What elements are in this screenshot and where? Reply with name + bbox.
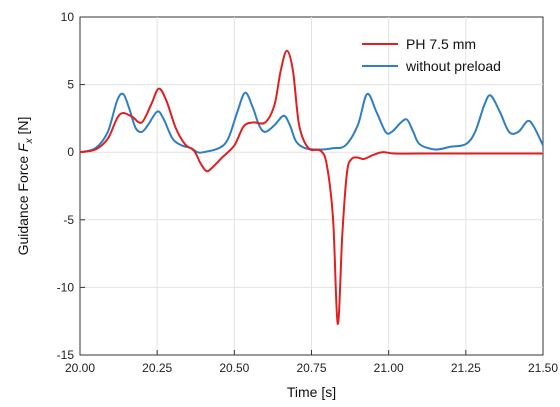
x-tick-label: 20.75 <box>296 361 326 375</box>
legend: PH 7.5 mm without preload <box>362 36 501 74</box>
x-tick-label: 21.00 <box>374 361 404 375</box>
x-tick-label: 20.25 <box>142 361 172 375</box>
legend-label-without-preload: without preload <box>405 58 501 74</box>
y-tick-label: 5 <box>67 78 74 92</box>
series-line-ph-7-5-mm <box>79 49 543 325</box>
x-axis-ticks: 20.00 20.25 20.50 20.75 21.00 21.25 21.50 <box>65 350 558 375</box>
y-tick-label: -5 <box>63 213 74 227</box>
grid-lines <box>80 17 543 355</box>
y-axis-title-symbol: F <box>15 142 31 152</box>
x-tick-label: 20.50 <box>219 361 249 375</box>
x-axis-title: Time [s] <box>287 384 336 400</box>
series-lines <box>79 49 544 325</box>
y-tick-label: 0 <box>67 145 74 159</box>
y-tick-label: -15 <box>57 348 75 362</box>
series-line-without-preload <box>79 91 544 154</box>
y-axis-title: Guidance Force Fx [N] <box>15 117 35 256</box>
legend-label-ph-7-5-mm: PH 7.5 mm <box>406 36 476 52</box>
x-tick-label: 21.25 <box>451 361 481 375</box>
y-axis-title-main: Guidance Force <box>15 152 31 256</box>
y-tick-label: 10 <box>61 10 75 24</box>
y-tick-label: -10 <box>57 280 75 294</box>
y-axis-ticks: 10 5 0 -5 -10 -15 <box>57 10 85 362</box>
y-axis-title-unit: [N] <box>15 117 31 139</box>
x-tick-label: 20.00 <box>65 361 95 375</box>
y-axis-title-subscript: x <box>24 137 35 144</box>
x-tick-label: 21.50 <box>528 361 558 375</box>
